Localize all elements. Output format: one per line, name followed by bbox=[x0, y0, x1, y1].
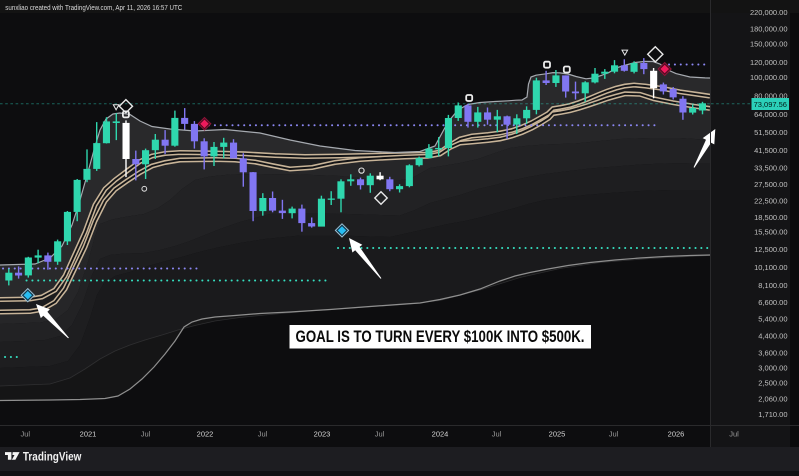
svg-text:150,000.00: 150,000.00 bbox=[750, 40, 788, 49]
svg-text:2,500.00: 2,500.00 bbox=[758, 379, 787, 388]
svg-text:Jul: Jul bbox=[21, 430, 31, 439]
svg-text:Jul: Jul bbox=[258, 430, 268, 439]
svg-text:2026: 2026 bbox=[668, 430, 685, 439]
svg-text:Jul: Jul bbox=[729, 430, 739, 439]
svg-text:18,500.00: 18,500.00 bbox=[754, 213, 787, 222]
svg-text:22,500.00: 22,500.00 bbox=[754, 197, 787, 206]
svg-text:2023: 2023 bbox=[314, 430, 331, 439]
svg-text:2,060.00: 2,060.00 bbox=[758, 395, 787, 404]
svg-text:64,000.00: 64,000.00 bbox=[754, 110, 787, 119]
svg-text:TradingView: TradingView bbox=[23, 449, 82, 463]
svg-text:2022: 2022 bbox=[197, 430, 214, 439]
svg-text:51,500.00: 51,500.00 bbox=[754, 128, 787, 137]
svg-text:Jul: Jul bbox=[492, 430, 502, 439]
svg-text:15,500.00: 15,500.00 bbox=[754, 227, 787, 236]
svg-text:120,000.00: 120,000.00 bbox=[750, 58, 788, 67]
svg-text:100,000.00: 100,000.00 bbox=[750, 73, 788, 82]
svg-text:80,000.00: 80,000.00 bbox=[754, 92, 787, 101]
svg-text:73,097.56: 73,097.56 bbox=[754, 100, 787, 109]
svg-text:1,710.00: 1,710.00 bbox=[758, 410, 787, 419]
svg-text:8,100.00: 8,100.00 bbox=[758, 281, 787, 290]
svg-text:Jul: Jul bbox=[141, 430, 151, 439]
svg-text:GOAL IS TO TURN EVERY $100K IN: GOAL IS TO TURN EVERY $100K INTO $500K. bbox=[296, 327, 585, 346]
svg-text:Jul: Jul bbox=[609, 430, 619, 439]
svg-text:2025: 2025 bbox=[549, 430, 566, 439]
svg-text:27,500.00: 27,500.00 bbox=[754, 180, 787, 189]
svg-text:sunxliao created with TradingV: sunxliao created with TradingView.com, A… bbox=[5, 3, 182, 12]
svg-text:10,100.00: 10,100.00 bbox=[754, 263, 787, 272]
svg-text:2024: 2024 bbox=[432, 430, 449, 439]
svg-text:220,000.00: 220,000.00 bbox=[750, 8, 788, 17]
svg-text:41,500.00: 41,500.00 bbox=[754, 146, 787, 155]
svg-text:5,400.00: 5,400.00 bbox=[758, 315, 787, 324]
svg-text:33,500.00: 33,500.00 bbox=[754, 164, 787, 173]
svg-text:3,600.00: 3,600.00 bbox=[758, 348, 787, 357]
svg-text:Jul: Jul bbox=[375, 430, 385, 439]
svg-text:12,500.00: 12,500.00 bbox=[754, 245, 787, 254]
svg-text:3,000.00: 3,000.00 bbox=[758, 363, 787, 372]
svg-text:6,600.00: 6,600.00 bbox=[758, 298, 787, 307]
svg-text:180,000.00: 180,000.00 bbox=[750, 24, 788, 33]
svg-text:2021: 2021 bbox=[80, 430, 97, 439]
svg-text:4,400.00: 4,400.00 bbox=[758, 332, 787, 341]
